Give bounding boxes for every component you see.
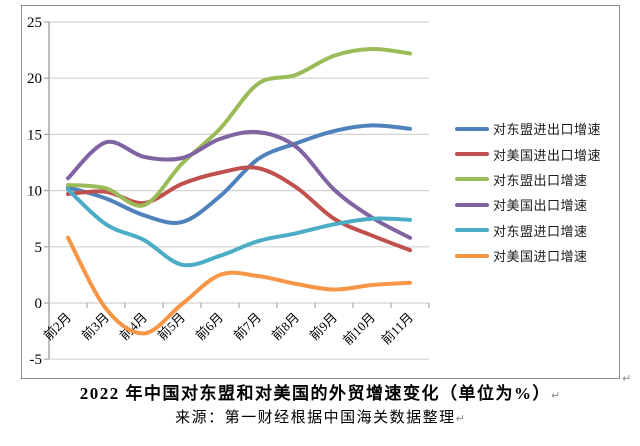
legend-item-asean-import-growth: 对东盟进口增速 bbox=[455, 218, 601, 243]
y-tick-label: 20 bbox=[27, 71, 42, 87]
series-line-us-export-growth bbox=[66, 129, 412, 240]
legend-line-swatch bbox=[455, 253, 489, 258]
legend-line-swatch bbox=[455, 228, 489, 233]
y-tick-label: 25 bbox=[27, 15, 42, 31]
legend-line-swatch bbox=[455, 202, 489, 207]
paragraph-return-mark: ↵ bbox=[455, 412, 465, 425]
legend-item-asean-export-growth: 对东盟出口增速 bbox=[455, 167, 601, 192]
y-tick-label: 10 bbox=[27, 184, 42, 200]
paragraph-return-mark: ↵ bbox=[622, 372, 632, 385]
x-tick-label: 前9月 bbox=[307, 310, 341, 344]
legend-label: 对美国出口增速 bbox=[493, 198, 588, 214]
y-tick-label: -5 bbox=[30, 352, 43, 368]
x-tick-label: 前2月 bbox=[41, 310, 75, 344]
legend-line-swatch bbox=[455, 126, 489, 131]
x-tick-label: 前7月 bbox=[231, 310, 265, 344]
legend-label: 对东盟出口增速 bbox=[493, 172, 588, 188]
legend-line-swatch bbox=[455, 152, 489, 157]
x-tick-label: 前10月 bbox=[340, 310, 378, 348]
legend-item-us-export-growth: 对美国出口增速 bbox=[455, 192, 601, 217]
legend-line-swatch bbox=[455, 177, 489, 182]
embedded-chart-frame[interactable] bbox=[21, 5, 620, 379]
caption-source-text: 来源：第一财经根据中国海关数据整理 bbox=[175, 410, 456, 426]
chart-caption: 2022 年中国对东盟和对美国的外贸增速变化（单位为%）↵ 来源：第一财经根据中… bbox=[0, 383, 640, 429]
series-line-asean-total-growth bbox=[66, 123, 412, 225]
x-tick-label: 前8月 bbox=[269, 310, 303, 344]
legend-label: 对美国进出口增速 bbox=[493, 147, 602, 163]
legend-label: 对美国进口增速 bbox=[493, 249, 588, 265]
paragraph-return-mark: ↵ bbox=[551, 389, 561, 402]
legend-item-us-total-growth: 对美国进出口增速 bbox=[455, 141, 601, 166]
series-line-us-import-growth bbox=[66, 235, 412, 336]
chart-legend: 对东盟进出口增速 对美国进出口增速 对东盟出口增速 对美国出口增速 对东盟进口增速 对美国… bbox=[455, 116, 601, 268]
legend-label: 对东盟进出口增速 bbox=[493, 122, 602, 138]
series-line-asean-import-growth bbox=[66, 187, 412, 268]
series-line-asean-export-growth bbox=[66, 46, 412, 208]
caption-source-line: 来源：第一财经根据中国海关数据整理↵ bbox=[0, 408, 640, 429]
caption-title-text: 2022 年中国对东盟和对美国的外贸增速变化（单位为%） bbox=[79, 384, 552, 403]
legend-item-us-import-growth: 对美国进口增速 bbox=[455, 243, 601, 268]
x-tick-label: 前11月 bbox=[378, 310, 416, 348]
legend-item-asean-total-growth: 对东盟进出口增速 bbox=[455, 116, 601, 141]
x-tick-label: 前6月 bbox=[193, 310, 227, 344]
x-tick-label: 前3月 bbox=[79, 310, 113, 344]
y-tick-label: 15 bbox=[27, 127, 42, 143]
caption-title-line: 2022 年中国对东盟和对美国的外贸增速变化（单位为%）↵ bbox=[0, 383, 640, 406]
y-tick-label: 0 bbox=[35, 296, 43, 312]
legend-label: 对东盟进口增速 bbox=[493, 223, 588, 239]
y-tick-label: 5 bbox=[35, 240, 43, 256]
